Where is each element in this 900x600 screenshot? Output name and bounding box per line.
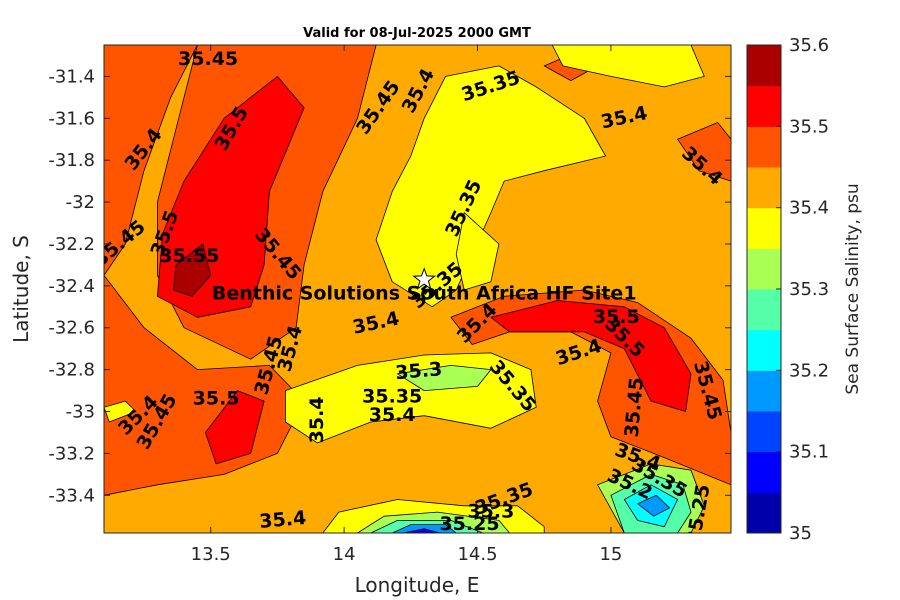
- colorbar-swatch: [747, 248, 781, 290]
- y-tick-label: -31.8: [48, 150, 95, 171]
- y-tick-label: -31.6: [48, 108, 95, 129]
- contour-label-18: 35.5: [593, 306, 640, 328]
- colorbar: 35 35.1 35.2 35.3 35.4 35.5 35.6: [746, 35, 829, 544]
- y-tick-label: -32.8: [48, 360, 95, 381]
- colorbar-swatch: [747, 85, 781, 127]
- y-tick-label: -32.4: [48, 276, 95, 297]
- colorbar-swatch: [747, 45, 781, 87]
- colorbar-swatch: [747, 289, 781, 331]
- x-tick-label: 13.5: [191, 544, 231, 565]
- colorbar-swatch: [747, 370, 781, 412]
- contour-region-17: [397, 364, 492, 392]
- chart-title: Valid for 08-Jul-2025 2000 GMT: [303, 26, 531, 41]
- contour-label-28: 35.5: [193, 388, 240, 410]
- contour-fill-layer: [104, 45, 731, 533]
- y-tick-label: -31.4: [48, 66, 95, 87]
- colorbar-label: Sea Surface Salinity, psu: [843, 183, 863, 394]
- x-tick-label: 14: [333, 544, 356, 565]
- contour-region-9: [490, 300, 692, 412]
- y-tick-label: -32.2: [48, 234, 95, 255]
- colorbar-tick-label: 35.4: [789, 198, 829, 219]
- colorbar-swatch: [747, 167, 781, 209]
- colorbar-swatch: [747, 207, 781, 249]
- contour-label-23: 35.35: [362, 385, 422, 407]
- x-tick-label: 14.5: [457, 544, 497, 565]
- contour-region-24: [637, 494, 670, 517]
- colorbar-tick-label: 35.1: [789, 442, 829, 463]
- colorbar-swatch: [747, 329, 781, 371]
- contour-label-37: 35.25: [439, 513, 499, 535]
- colorbar-swatch: [747, 126, 781, 168]
- contour-label-38: 35.4: [258, 507, 307, 533]
- y-tick-label: -33.2: [48, 443, 95, 464]
- y-axis: -31.4 -31.6 -31.8 -32 -32.2 -32.4 -32.6 -32.8 -3…: [48, 66, 731, 506]
- contour-region-11: [375, 65, 606, 308]
- colorbar-tick-label: 35: [789, 523, 812, 544]
- contour-region-8: [204, 390, 265, 465]
- contour-region-13: [455, 212, 500, 291]
- contour-label-25: 35.4: [306, 396, 328, 443]
- contour-label-36: 35.3: [467, 501, 514, 523]
- contour-label-24: 35.4: [369, 404, 416, 426]
- plot-frame: [103, 44, 732, 534]
- contour-region-0: [104, 45, 198, 276]
- site-star-marker: [412, 267, 436, 290]
- y-tick-label: -32: [66, 192, 95, 213]
- colorbar-swatch: [747, 451, 781, 493]
- y-axis-label: Latitude, S: [9, 235, 33, 343]
- colorbar-tick-label: 35.5: [789, 116, 829, 137]
- colorbar-tick-label: 35.6: [789, 35, 829, 56]
- colorbar-swatch: [747, 411, 781, 453]
- contour-label-5: 35.55: [159, 245, 219, 267]
- colorbar-tick-label: 35.2: [789, 360, 829, 381]
- y-tick-label: -33: [66, 402, 95, 423]
- contour-region-12: [551, 45, 705, 88]
- contour-label-0: 35.45: [178, 48, 238, 70]
- contour-region-15: [104, 400, 137, 423]
- x-axis-label: Longitude, E: [355, 573, 480, 597]
- contour-label-29: 35.45: [621, 376, 648, 438]
- x-tick-label: 15: [599, 544, 622, 565]
- colorbar-tick-label: 35.3: [789, 279, 829, 300]
- contour-region-25: [402, 528, 441, 533]
- x-axis: 13.5 14 14.5 15: [191, 45, 622, 565]
- site-label: Benthic Solutions South Africa HF Site1: [212, 283, 637, 305]
- contour-region-5: [677, 122, 731, 182]
- site-layer: Benthic Solutions South Africa HF Site1: [212, 267, 637, 305]
- contour-region-10: [172, 243, 212, 297]
- colorbar-swatch: [747, 492, 781, 534]
- y-tick-label: -33.4: [48, 485, 95, 506]
- contour-label-21: 35.3: [394, 358, 443, 384]
- y-tick-label: -32.6: [48, 318, 95, 339]
